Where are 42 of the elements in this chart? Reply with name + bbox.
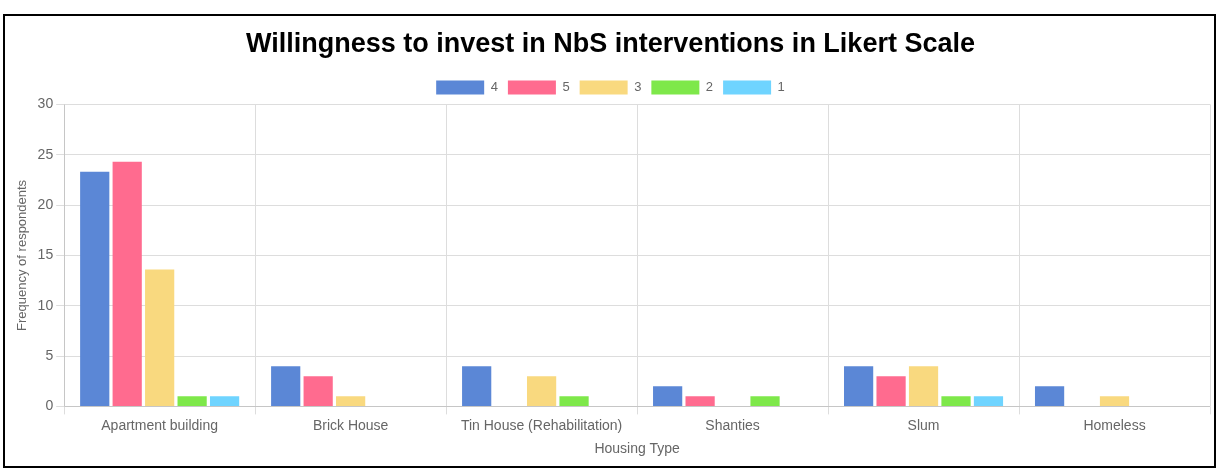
legend-label: 3 (634, 78, 642, 94)
bar (271, 366, 301, 406)
y-tick-label: 20 (37, 195, 54, 212)
y-axis-title: Frequency of respondents (14, 179, 30, 331)
chart-title: Willingness to invest in NbS interventions in Likert Scale (246, 27, 975, 58)
bar (559, 396, 589, 406)
y-tick-label: 25 (37, 145, 54, 162)
x-tick-label: Brick House (312, 416, 389, 433)
bar (462, 366, 492, 406)
bar (303, 376, 333, 406)
y-tick-label: 15 (37, 246, 54, 263)
x-tick-label: Homeless (1083, 416, 1146, 433)
bar (685, 396, 715, 406)
bar (844, 366, 874, 406)
bar (653, 386, 683, 406)
bar (209, 396, 240, 406)
bar (973, 396, 1004, 406)
bar (876, 376, 906, 406)
bar (1034, 386, 1065, 406)
legend-label: 2 (705, 78, 714, 94)
x-tick-label: Tin House (Rehabilitation) (460, 416, 623, 433)
legend-label: 5 (562, 78, 570, 94)
bar (526, 376, 557, 406)
legend-label: 4 (490, 78, 498, 94)
bar (80, 171, 110, 406)
bar (336, 396, 366, 406)
bar (750, 396, 780, 406)
y-tick-label: 0 (45, 397, 54, 414)
x-axis-title: Housing Type (594, 440, 680, 457)
bar (1099, 396, 1130, 406)
x-tick-label: Shanties (705, 416, 760, 433)
bar (145, 269, 175, 406)
bar (177, 396, 207, 406)
bar (112, 161, 142, 406)
bar (908, 366, 939, 406)
x-tick-label: Slum (907, 416, 940, 433)
y-tick-label: 30 (37, 95, 54, 112)
legend-label: 1 (777, 78, 785, 94)
y-tick-label: 5 (45, 346, 54, 363)
x-tick-label: Apartment building (101, 416, 219, 433)
y-tick-label: 10 (37, 296, 54, 313)
bar (941, 396, 971, 406)
